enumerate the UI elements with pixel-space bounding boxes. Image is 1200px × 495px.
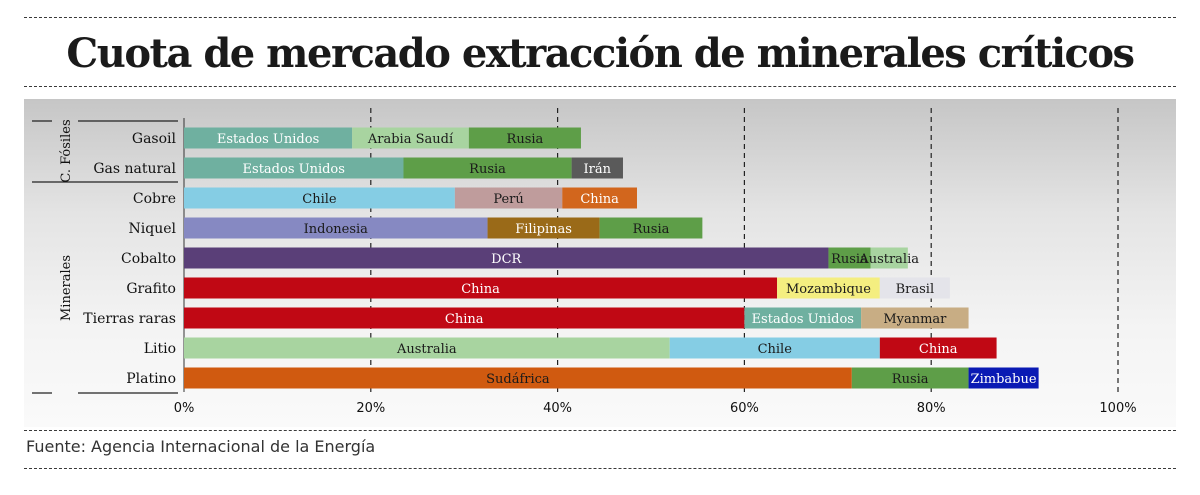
bar-segment xyxy=(184,187,455,209)
data-label: Estados Unidos xyxy=(243,162,345,177)
x-tick-label: 40% xyxy=(543,401,572,416)
data-label: Filipinas xyxy=(515,222,572,237)
bar-segment xyxy=(968,367,1039,389)
bar-segment xyxy=(184,367,852,389)
data-label: Arabia Saudí xyxy=(367,132,454,147)
bar-segment xyxy=(184,247,829,269)
bar-segment xyxy=(184,307,745,329)
bar-segment xyxy=(184,157,404,179)
source-note: Fuente: Agencia Internacional de la Ener… xyxy=(26,437,376,456)
data-label: Rusia xyxy=(831,252,868,267)
bar-segment xyxy=(184,337,670,359)
category-label: Cobalto xyxy=(121,251,176,267)
data-label: Australia xyxy=(858,252,919,267)
data-label: Sudáfrica xyxy=(486,372,550,387)
data-label: Irán xyxy=(584,162,612,177)
category-label: Gasoil xyxy=(132,131,177,147)
top-divider xyxy=(24,17,1176,18)
data-label: Chile xyxy=(302,192,337,207)
data-label: Brasil xyxy=(896,282,935,297)
data-label: China xyxy=(445,312,484,327)
x-tick-label: 80% xyxy=(917,401,946,416)
bar-segment xyxy=(744,307,862,329)
data-label: Estados Unidos xyxy=(752,312,854,327)
source-divider xyxy=(24,430,1176,431)
title-divider xyxy=(24,86,1176,87)
category-label: Litio xyxy=(144,341,176,357)
data-label: Rusia xyxy=(633,222,670,237)
data-label: Rusia xyxy=(507,132,544,147)
bar-segment xyxy=(851,367,969,389)
x-tick-label: 60% xyxy=(730,401,759,416)
data-label: Myanmar xyxy=(883,312,947,327)
category-label: Platino xyxy=(126,371,176,387)
category-label: Niquel xyxy=(129,221,177,237)
bar-segment xyxy=(879,337,997,359)
bar-segment xyxy=(562,187,637,209)
bar-segment xyxy=(879,277,950,299)
x-tick-label: 100% xyxy=(1099,401,1136,416)
bar-segment xyxy=(184,277,778,299)
data-label: Zimbabue xyxy=(971,372,1037,387)
bar-segment xyxy=(352,127,469,149)
x-tick-label: 0% xyxy=(174,401,195,416)
data-label: Rusia xyxy=(892,372,929,387)
bar-segment xyxy=(828,247,871,269)
data-label: China xyxy=(919,342,958,357)
bar-segment xyxy=(777,277,880,299)
bar-segment xyxy=(468,127,581,149)
data-label: Australia xyxy=(396,342,457,357)
category-label: Cobre xyxy=(133,191,176,207)
data-label: Estados Unidos xyxy=(217,132,319,147)
data-label: China xyxy=(461,282,500,297)
bar-segment xyxy=(184,217,488,239)
group-label: C. Fósiles xyxy=(59,119,74,182)
bar-segment xyxy=(599,217,703,239)
bar-segment xyxy=(669,337,880,359)
data-label: DCR xyxy=(491,252,522,267)
bar-segment xyxy=(861,307,969,329)
category-label: Tierras raras xyxy=(83,311,176,327)
category-label: Gas natural xyxy=(93,161,176,177)
bar-segment xyxy=(454,187,563,209)
data-label: China xyxy=(580,192,619,207)
data-label: Chile xyxy=(758,342,793,357)
data-label: Perú xyxy=(493,192,523,207)
group-label: Minerales xyxy=(59,255,74,321)
bar-segment xyxy=(184,127,353,149)
x-tick-label: 20% xyxy=(356,401,385,416)
data-label: Indonesia xyxy=(304,222,369,237)
bar-segment xyxy=(487,217,600,239)
data-label: Rusia xyxy=(469,162,506,177)
bar-segment xyxy=(571,157,623,179)
data-label: Mozambique xyxy=(786,282,871,297)
page-title: Cuota de mercado extracción de minerales… xyxy=(66,30,1135,77)
bar-segment xyxy=(403,157,572,179)
category-label: Grafito xyxy=(126,281,176,297)
bar-segment xyxy=(870,247,908,269)
bottom-divider xyxy=(24,468,1176,469)
